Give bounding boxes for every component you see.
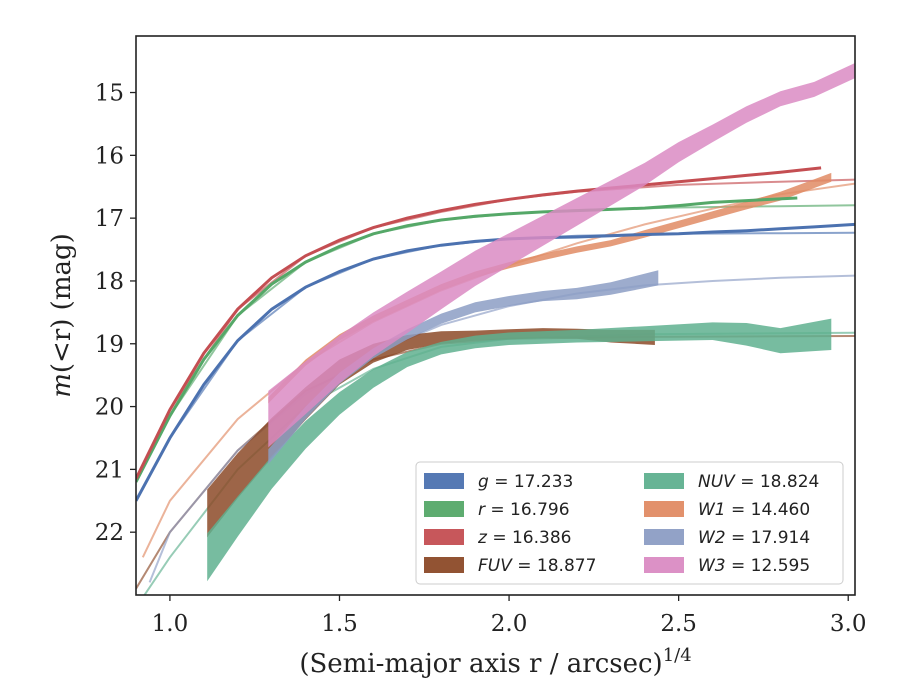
legend-swatch-W3 xyxy=(644,557,684,573)
observed-band-NUV xyxy=(207,318,832,582)
observed-band-W1 xyxy=(268,172,832,404)
legend-swatch-W2 xyxy=(644,529,684,545)
plot-area xyxy=(136,63,855,595)
legend-label-NUV: NUV = 18.824 xyxy=(698,472,819,492)
x-tick-label: 3.0 xyxy=(830,611,867,637)
legend-label-W3: W3 = 12.595 xyxy=(698,556,810,576)
legend-swatch-g xyxy=(424,473,464,489)
legend-label-W1: W1 = 14.460 xyxy=(698,500,810,520)
observed-curve-z xyxy=(136,166,822,480)
x-axis-title: (Semi-major axis r / arcsec)1/4 xyxy=(299,645,691,679)
observed-curve-r xyxy=(136,196,798,483)
y-tick-label: 15 xyxy=(95,81,124,107)
legend-swatch-NUV xyxy=(644,473,684,489)
y-tick-label: 21 xyxy=(95,457,124,483)
legend-label-z: z = 16.386 xyxy=(477,528,571,548)
legend-swatch-W1 xyxy=(644,501,684,517)
model-curve-W2 xyxy=(148,274,855,583)
y-tick-label: 16 xyxy=(95,143,124,169)
legend-swatch-FUV xyxy=(424,557,464,573)
legend-label-r: r = 16.796 xyxy=(478,500,570,520)
y-tick-label: 19 xyxy=(95,332,124,358)
y-tick-label: 17 xyxy=(95,206,124,232)
x-tick-label: 1.0 xyxy=(152,611,189,637)
y-tick-label: 18 xyxy=(95,269,124,295)
legend-label-W2: W2 = 17.914 xyxy=(698,528,810,548)
legend-swatch-r xyxy=(424,501,464,517)
observed-curve-g xyxy=(136,222,855,502)
x-tick-label: 2.0 xyxy=(491,611,528,637)
x-tick-label: 1.5 xyxy=(321,611,358,637)
legend-box xyxy=(415,461,844,585)
legend-swatch-z xyxy=(424,529,464,545)
observed-band-W3 xyxy=(268,63,855,448)
y-tick-label: 22 xyxy=(95,520,124,546)
x-tick-label: 2.5 xyxy=(660,611,697,637)
observed-band-W2 xyxy=(268,270,659,465)
axes: 1.0 1.5 2.0 2.5 3.0 15 16 17 18 19 20 21 22 (Semi-maj… xyxy=(47,35,867,679)
legend-label-g: g = 17.233 xyxy=(478,472,573,492)
axes-frame xyxy=(135,35,856,596)
legend: g = 17.233 r = 16.796 z = 16.386 FUV = 18.8… xyxy=(415,461,844,585)
y-tick-label: 20 xyxy=(95,395,124,421)
legend-label-FUV: FUV = 18.877 xyxy=(478,556,596,576)
y-axis-title: m(<r) (mag) xyxy=(47,233,77,398)
